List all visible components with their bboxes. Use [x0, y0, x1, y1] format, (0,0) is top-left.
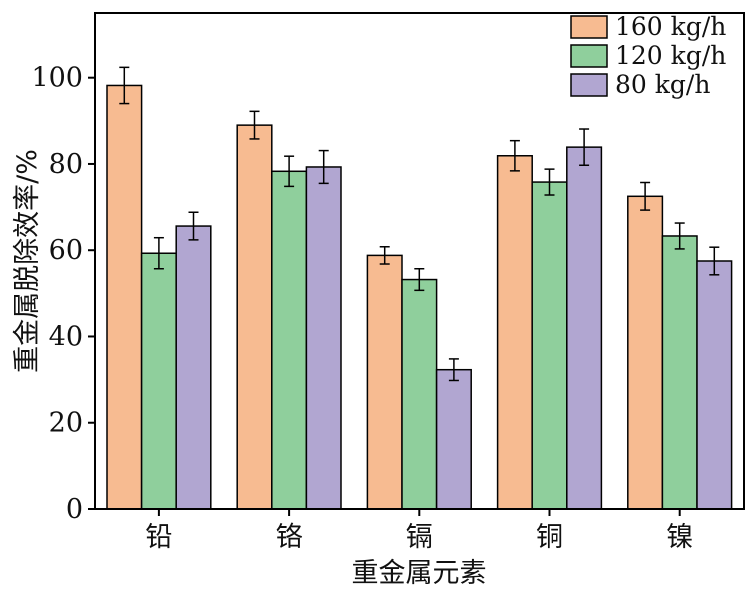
legend-label: 120 kg/h: [615, 41, 726, 70]
bar-120-kg-h-4: [661, 235, 698, 510]
x-tick-label-0: 铅: [145, 522, 172, 553]
bars-layer: [106, 84, 733, 510]
bar-80-kg-h-3: [566, 146, 603, 510]
legend-item-80-kg-h: 80 kg/h: [570, 70, 710, 99]
x-axis: 铅铬镉铜镍: [145, 509, 693, 553]
bar-80-kg-h-2: [435, 368, 472, 510]
bar-160-kg-h-0: [106, 84, 143, 510]
x-tick-label-2: 镉: [406, 522, 433, 553]
error-bar-120-kg-h-1: [284, 155, 295, 188]
y-tick-label-20: 20: [49, 408, 83, 439]
error-bar-120-kg-h-2: [414, 268, 425, 292]
legend-item-160-kg-h: 160 kg/h: [570, 12, 726, 41]
error-bars-layer: [119, 66, 720, 382]
error-bar-160-kg-h-3: [509, 139, 520, 172]
y-tick-label-80: 80: [49, 149, 83, 180]
legend-swatch: [570, 44, 608, 68]
legend-label: 160 kg/h: [615, 12, 726, 41]
bar-120-kg-h-0: [140, 252, 177, 510]
error-bar-120-kg-h-4: [674, 222, 685, 250]
bar-120-kg-h-3: [531, 181, 568, 510]
bar-160-kg-h-3: [496, 155, 533, 510]
x-tick-label-3: 铜: [536, 522, 563, 553]
error-bar-80-kg-h-4: [709, 246, 720, 276]
bar-80-kg-h-1: [305, 166, 342, 510]
bar-80-kg-h-4: [696, 260, 733, 510]
error-bar-80-kg-h-3: [579, 128, 590, 167]
bar-160-kg-h-1: [236, 124, 273, 510]
bar-160-kg-h-4: [627, 195, 664, 510]
y-axis-title: 重金属脱除效率/%: [12, 149, 43, 373]
bar-80-kg-h-0: [175, 225, 212, 510]
y-tick-label-100: 100: [31, 63, 83, 94]
bar-160-kg-h-2: [366, 254, 403, 510]
error-bar-160-kg-h-4: [640, 181, 651, 211]
legend-swatch: [570, 73, 608, 97]
x-tick-label-4: 镍: [666, 522, 693, 553]
legend-swatch: [570, 15, 608, 39]
y-tick-label-60: 60: [49, 235, 83, 266]
bar-120-kg-h-1: [271, 170, 308, 510]
x-tick-label-1: 铬: [276, 522, 303, 553]
error-bar-120-kg-h-0: [153, 236, 164, 270]
error-bar-80-kg-h-1: [318, 149, 329, 185]
error-bar-160-kg-h-1: [249, 110, 260, 140]
error-bar-80-kg-h-2: [448, 358, 459, 382]
legend-label: 80 kg/h: [615, 70, 710, 99]
x-axis-title: 重金属元素: [352, 558, 487, 589]
y-tick-label-0: 0: [66, 494, 83, 525]
y-tick-label-40: 40: [49, 321, 83, 352]
bar-120-kg-h-2: [401, 278, 438, 510]
error-bar-120-kg-h-3: [544, 168, 555, 196]
legend-item-120-kg-h: 120 kg/h: [570, 41, 726, 70]
error-bar-80-kg-h-0: [188, 211, 199, 241]
error-bar-160-kg-h-2: [379, 246, 390, 265]
y-axis: 0 20 40 60 80 100: [31, 63, 95, 525]
error-bar-160-kg-h-0: [119, 66, 130, 105]
